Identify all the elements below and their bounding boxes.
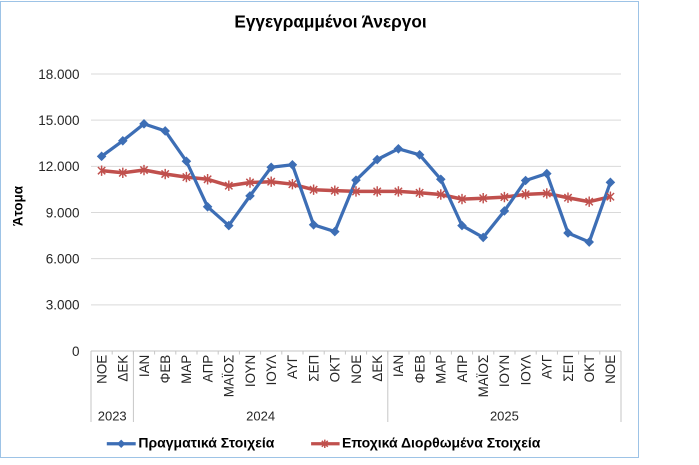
svg-text:ΟΚΤ: ΟΚΤ (582, 355, 597, 383)
svg-text:ΜΑΡ: ΜΑΡ (434, 355, 449, 384)
svg-text:Άτομα: Άτομα (10, 185, 25, 226)
svg-text:ΣΕΠ: ΣΕΠ (306, 355, 321, 382)
svg-text:ΦΕΒ: ΦΕΒ (158, 355, 173, 384)
svg-text:ΔΕΚ: ΔΕΚ (370, 355, 385, 382)
svg-text:ΑΥΓ: ΑΥΓ (285, 355, 300, 379)
svg-text:ΙΟΥΛ: ΙΟΥΛ (518, 355, 533, 386)
svg-text:18.000: 18.000 (38, 67, 79, 82)
svg-text:ΙΑΝ: ΙΑΝ (391, 355, 406, 377)
svg-text:ΙΟΥΝ: ΙΟΥΝ (243, 355, 258, 387)
svg-text:ΙΟΥΝ: ΙΟΥΝ (497, 355, 512, 387)
svg-text:3.000: 3.000 (46, 298, 80, 313)
svg-text:Πραγματικά Στοιχεία: Πραγματικά Στοιχεία (138, 434, 274, 450)
svg-text:ΟΚΤ: ΟΚΤ (328, 355, 343, 383)
svg-text:15.000: 15.000 (38, 113, 79, 128)
svg-text:ΝΟΕ: ΝΟΕ (349, 355, 364, 384)
svg-text:ΙΟΥΛ: ΙΟΥΛ (264, 355, 279, 386)
svg-text:ΑΠΡ: ΑΠΡ (455, 355, 470, 383)
svg-text:Εγγεγραμμένοι Άνεργοι: Εγγεγραμμένοι Άνεργοι (234, 12, 426, 32)
svg-text:Εποχικά Διορθωμένα Στοιχεία: Εποχικά Διορθωμένα Στοιχεία (342, 434, 541, 450)
svg-text:ΑΠΡ: ΑΠΡ (200, 355, 215, 383)
svg-text:2025: 2025 (490, 409, 519, 424)
svg-text:ΝΟΕ: ΝΟΕ (94, 355, 109, 384)
svg-text:ΦΕΒ: ΦΕΒ (412, 355, 427, 384)
svg-text:ΙΑΝ: ΙΑΝ (137, 355, 152, 377)
svg-text:9.000: 9.000 (46, 205, 80, 220)
svg-text:ΝΟΕ: ΝΟΕ (603, 355, 618, 384)
svg-text:2023: 2023 (98, 409, 127, 424)
svg-text:0: 0 (72, 344, 80, 359)
svg-text:ΜΑΡ: ΜΑΡ (179, 355, 194, 384)
svg-text:ΜΑΪΟΣ: ΜΑΪΟΣ (222, 355, 237, 398)
svg-text:6.000: 6.000 (46, 252, 80, 267)
svg-text:ΔΕΚ: ΔΕΚ (116, 355, 131, 382)
svg-text:ΑΥΓ: ΑΥΓ (540, 355, 555, 379)
svg-text:2024: 2024 (246, 409, 275, 424)
svg-text:ΜΑΪΟΣ: ΜΑΪΟΣ (476, 355, 491, 398)
svg-text:12.000: 12.000 (38, 159, 79, 174)
svg-text:ΣΕΠ: ΣΕΠ (561, 355, 576, 382)
